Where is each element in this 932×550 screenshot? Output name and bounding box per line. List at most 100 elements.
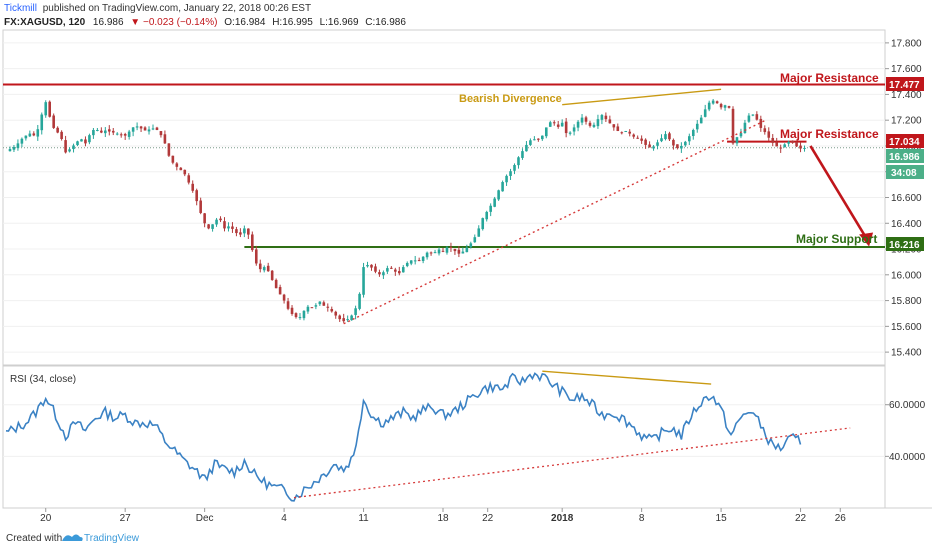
candle-body bbox=[505, 175, 508, 183]
candle-body bbox=[243, 228, 246, 234]
candle-body bbox=[517, 157, 520, 166]
candle-body bbox=[759, 118, 763, 128]
candle-body bbox=[405, 262, 409, 267]
price-axis-tick-label: 17.600 bbox=[891, 64, 922, 75]
candle-body bbox=[215, 219, 218, 225]
candle-body bbox=[596, 119, 600, 127]
candle-body bbox=[612, 124, 616, 128]
candle-body bbox=[258, 263, 262, 270]
candle-body bbox=[354, 308, 357, 315]
candle-body bbox=[60, 131, 63, 140]
candle-body bbox=[80, 139, 83, 142]
time-axis-tick-label: 11 bbox=[358, 513, 369, 524]
rsi-axis-tick-label: 40.0000 bbox=[889, 452, 926, 463]
price-tag-last-text: 16.986 bbox=[889, 152, 920, 163]
candle-body bbox=[298, 317, 302, 319]
candle-body bbox=[100, 130, 103, 133]
candle-body bbox=[378, 272, 381, 275]
candle-body bbox=[32, 133, 36, 136]
candle-body bbox=[310, 307, 314, 309]
candle-body bbox=[131, 127, 135, 132]
candle-body bbox=[155, 127, 159, 130]
candle-body bbox=[115, 133, 119, 135]
price-axis-tick-label: 15.600 bbox=[891, 322, 922, 333]
low-value: L:16.969 bbox=[320, 17, 359, 28]
candle-body bbox=[429, 252, 433, 254]
time-axis: 20 27 Dec 4 11 18 22 2018 8 15 22 26 bbox=[40, 508, 846, 524]
candle-body bbox=[96, 129, 99, 131]
major-support-label: Major Support bbox=[796, 232, 877, 246]
candle-body bbox=[417, 260, 421, 262]
candle-body bbox=[20, 138, 24, 144]
candle-body bbox=[84, 139, 87, 144]
candle-body bbox=[680, 145, 683, 149]
candle-body bbox=[322, 302, 326, 306]
candle-body bbox=[191, 183, 195, 191]
close-value: C:16.986 bbox=[365, 17, 406, 28]
candle-body bbox=[56, 127, 59, 133]
candle-body bbox=[743, 122, 747, 134]
candle-body bbox=[592, 124, 596, 127]
candle-body bbox=[207, 224, 210, 229]
candle-body bbox=[739, 133, 743, 137]
candle-body bbox=[779, 147, 782, 149]
candle-body bbox=[302, 310, 306, 319]
candle-body bbox=[541, 135, 544, 140]
candle-body bbox=[350, 315, 353, 321]
candle-body bbox=[568, 132, 572, 134]
candle-body bbox=[179, 167, 183, 171]
candle-body bbox=[791, 140, 794, 143]
publisher-name[interactable]: Tickmill bbox=[4, 3, 37, 14]
candle-body bbox=[413, 260, 417, 262]
candle-body bbox=[556, 124, 560, 127]
candle-body bbox=[401, 267, 405, 273]
candle-body bbox=[731, 108, 735, 144]
candle-body bbox=[370, 264, 373, 268]
candle-body bbox=[390, 267, 393, 269]
candle-body bbox=[445, 247, 449, 253]
time-axis-tick-label: Dec bbox=[196, 513, 214, 524]
rsi-pane[interactable] bbox=[2, 365, 886, 509]
symbol-label: FX:XAGUSD, 120 bbox=[4, 17, 86, 28]
candle-body bbox=[727, 106, 731, 108]
candle-body bbox=[306, 306, 310, 312]
candle-body bbox=[604, 115, 608, 120]
candle-body bbox=[24, 135, 28, 139]
candle-body bbox=[763, 128, 767, 133]
candle-body bbox=[52, 115, 55, 128]
candle-body bbox=[433, 252, 437, 254]
candle-body bbox=[564, 121, 568, 134]
rsi-title: RSI (34, close) bbox=[10, 374, 76, 385]
candle-body bbox=[104, 130, 107, 134]
candle-body bbox=[775, 142, 779, 147]
candle-body bbox=[147, 129, 151, 132]
footer-brand[interactable]: TradingView bbox=[84, 533, 140, 544]
candle-body bbox=[469, 243, 473, 248]
candle-body bbox=[278, 287, 282, 295]
candle-body bbox=[195, 190, 198, 202]
candle-body bbox=[425, 252, 429, 258]
candle-body bbox=[231, 226, 234, 229]
candle-body bbox=[326, 306, 330, 308]
candle-body bbox=[481, 218, 485, 230]
candle-body bbox=[338, 315, 342, 320]
candle-body bbox=[107, 129, 111, 132]
candle-body bbox=[187, 175, 191, 183]
published-text: published on TradingView.com, January 22… bbox=[43, 3, 311, 14]
countdown-tag: 34:08 bbox=[886, 165, 924, 179]
tradingview-logo-icon[interactable] bbox=[62, 534, 83, 542]
candle-body bbox=[219, 218, 222, 221]
candle-body bbox=[457, 249, 461, 254]
time-axis-tick-label: 22 bbox=[795, 513, 807, 524]
candle-body bbox=[711, 100, 715, 104]
candle-body bbox=[747, 115, 751, 122]
price-tag-support: 16.216 bbox=[886, 237, 924, 251]
candle-body bbox=[409, 260, 413, 264]
candle-body bbox=[461, 251, 465, 254]
candle-body bbox=[398, 271, 401, 274]
candle-body bbox=[691, 129, 695, 137]
price-axis-tick-label: 16.600 bbox=[891, 193, 922, 204]
candle-body bbox=[485, 211, 488, 220]
time-axis-tick-label: 15 bbox=[716, 513, 728, 524]
